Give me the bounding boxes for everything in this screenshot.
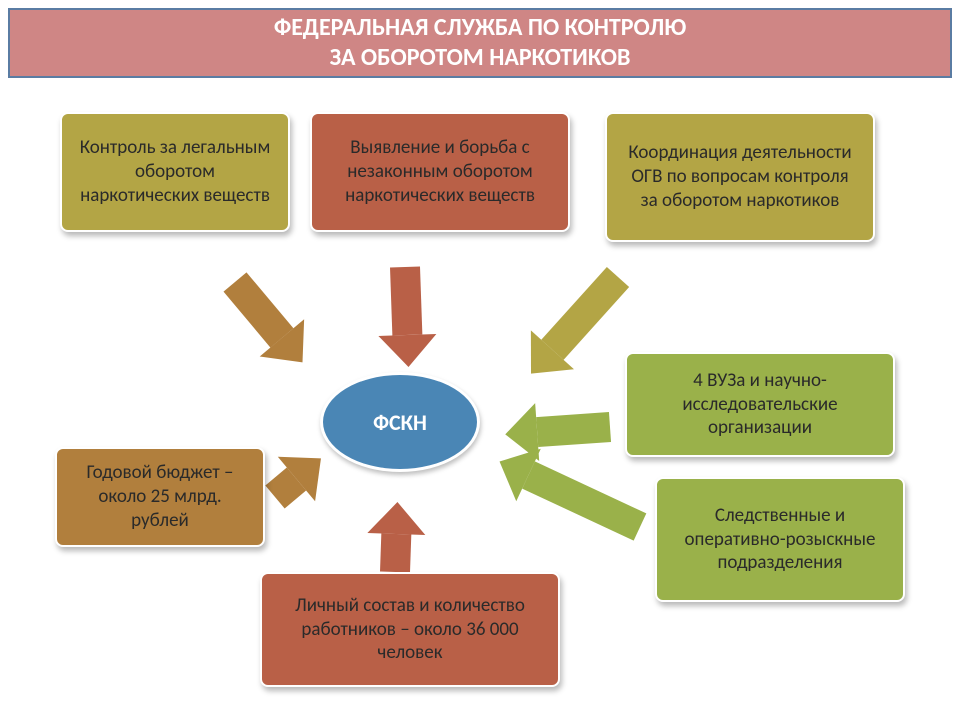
- box-label: Личный состав и количество работников – …: [276, 594, 544, 665]
- box-label: Выявление и борьба с незаконным оборотом…: [326, 136, 554, 207]
- page-header: ФЕДЕРАЛЬНАЯ СЛУЖБА ПО КОНТРОЛЮ ЗА ОБОРОТ…: [8, 8, 952, 78]
- header-line-2: ЗА ОБОРОТОМ НАРКОТИКОВ: [274, 43, 686, 73]
- box-label: 4 ВУЗа и научно-исследовательские органи…: [641, 369, 879, 440]
- box-legal-control: Контроль за легальным оборотом наркотиче…: [60, 112, 290, 232]
- arrow-coordination: [520, 267, 629, 384]
- arrow-staff: [380, 502, 412, 573]
- box-label: Координация деятельности ОГВ по вопросам…: [621, 141, 859, 212]
- box-staff: Личный состав и количество работников – …: [260, 572, 560, 687]
- diagram-canvas: ФСКН Контроль за легальным оборотом нарк…: [0, 82, 960, 720]
- arrow-illegal-fight: [390, 266, 423, 367]
- arrow-shaft: [536, 412, 611, 447]
- arrow-shaft: [380, 533, 411, 572]
- arrow-legal-control: [224, 272, 314, 372]
- box-coordination: Координация деятельности ОГВ по вопросам…: [605, 112, 875, 242]
- box-subdivisions: Следственные и оперативно-розыскные подр…: [655, 477, 905, 602]
- arrow-budget: [265, 447, 330, 509]
- arrow-shaft: [390, 266, 422, 335]
- header-line-1: ФЕДЕРАЛЬНАЯ СЛУЖБА ПО КОНТРОЛЮ: [274, 13, 686, 43]
- box-universities: 4 ВУЗа и научно-исследовательские органи…: [625, 352, 895, 457]
- arrow-shaft: [541, 267, 629, 360]
- box-illegal-fight: Выявление и борьба с незаконным оборотом…: [310, 112, 570, 232]
- box-label: Контроль за легальным оборотом наркотиче…: [76, 136, 274, 207]
- center-label: ФСКН: [373, 409, 427, 436]
- arrow-head: [378, 334, 437, 368]
- box-label: Следственные и оперативно-розыскные подр…: [671, 504, 889, 575]
- arrow-shaft: [522, 461, 646, 540]
- box-budget: Годовой бюджет – около 25 млрд. рублей: [55, 447, 265, 547]
- box-label: Годовой бюджет – около 25 млрд. рублей: [71, 461, 249, 532]
- arrow-head: [367, 501, 426, 535]
- header-text: ФЕДЕРАЛЬНАЯ СЛУЖБА ПО КОНТРОЛЮ ЗА ОБОРОТ…: [274, 13, 686, 73]
- arrow-subdivisions: [493, 448, 646, 541]
- center-node-fskn: ФСКН: [320, 372, 480, 472]
